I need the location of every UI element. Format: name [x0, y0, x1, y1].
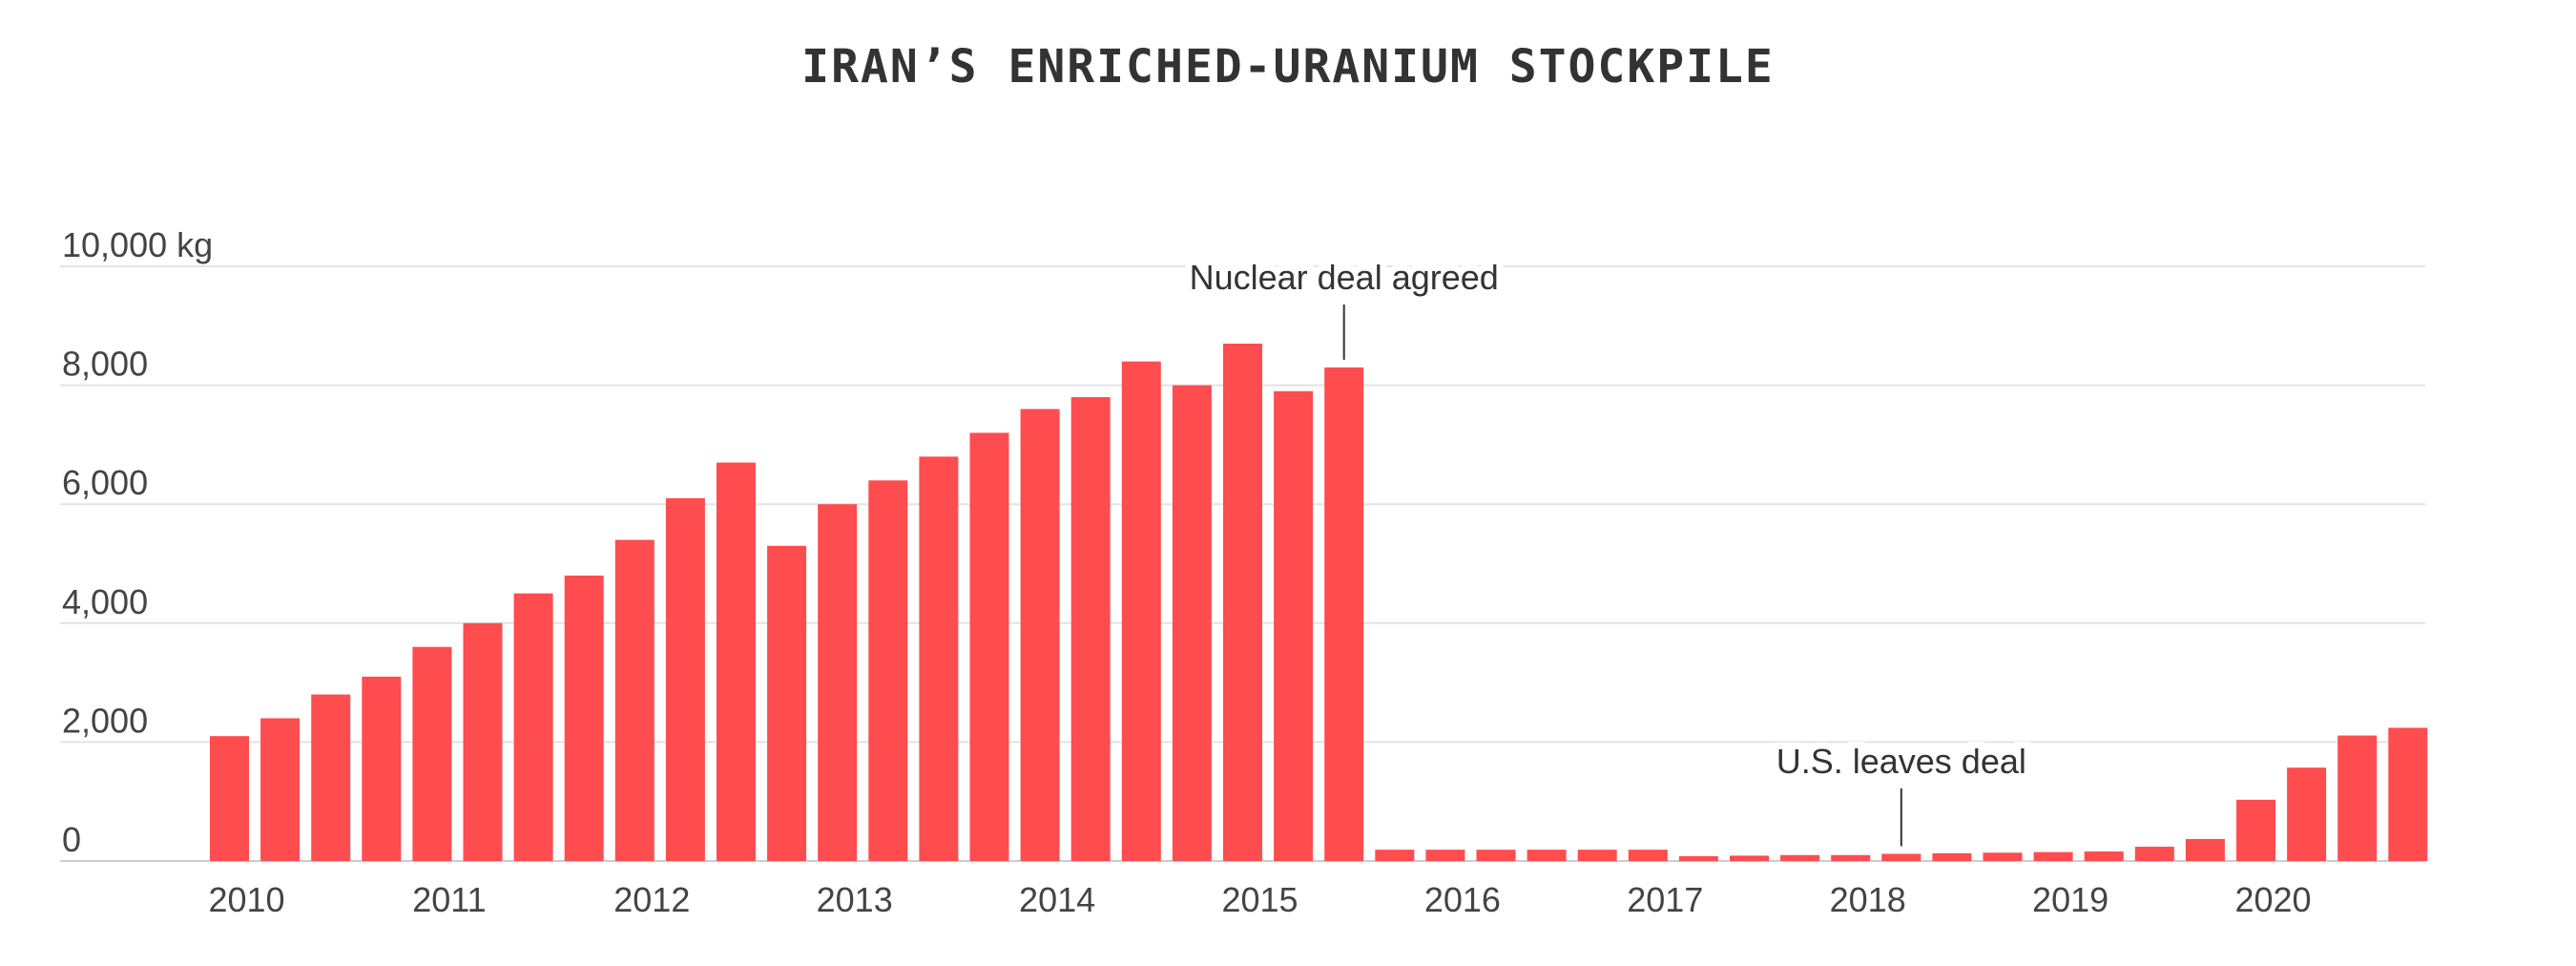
bar [1070, 397, 1111, 861]
bar [818, 504, 858, 861]
bar [665, 497, 705, 861]
y-tick-label: 10,000 kg [62, 225, 213, 264]
annotation-label: Nuclear deal agreed [1190, 258, 1499, 297]
bar [513, 593, 553, 861]
bar [868, 480, 908, 861]
bar [1425, 850, 1465, 861]
bar [1476, 850, 1516, 861]
chart-title: IRAN’S ENRICHED-URANIUM STOCKPILE [801, 40, 1775, 94]
x-tick-label: 2015 [1221, 880, 1298, 919]
x-tick-label: 2019 [2032, 880, 2109, 919]
bar [362, 676, 402, 861]
x-tick-label: 2020 [2234, 880, 2311, 919]
bar [1274, 390, 1314, 861]
bar [717, 462, 756, 861]
bar [919, 456, 959, 861]
y-tick-label: 2,000 [62, 701, 148, 740]
bar [1020, 409, 1060, 861]
bar [1324, 367, 1364, 861]
y-tick-label: 0 [62, 820, 81, 859]
bar [1983, 852, 2023, 861]
bar [2388, 727, 2428, 861]
x-tick-label: 2012 [613, 880, 690, 919]
bar [1881, 853, 1922, 861]
bar [2134, 847, 2174, 861]
bar [412, 646, 452, 861]
x-tick-label: 2011 [412, 880, 486, 919]
bar [1375, 850, 1415, 861]
bar [1223, 343, 1262, 861]
bar [1932, 852, 1972, 861]
x-tick-label: 2017 [1627, 880, 1703, 919]
bar [2337, 735, 2378, 861]
bar [2033, 851, 2073, 861]
bar [1628, 850, 1668, 861]
bar [1172, 385, 1212, 861]
bar [614, 539, 654, 861]
bar [1831, 854, 1871, 861]
bar [1780, 854, 1820, 861]
y-tick-label: 6,000 [62, 463, 148, 502]
bar [2185, 838, 2225, 861]
bar [2084, 851, 2124, 861]
bar [2236, 799, 2275, 861]
bar [2287, 767, 2327, 861]
bar [210, 736, 249, 861]
bar [311, 694, 351, 861]
bar [1577, 850, 1617, 861]
y-tick-label: 4,000 [62, 582, 148, 621]
x-tick-label: 2016 [1424, 880, 1501, 919]
bar [1730, 855, 1769, 861]
bar [1121, 361, 1161, 861]
bar [1527, 850, 1567, 861]
annotation-label: U.S. leaves deal [1776, 742, 2026, 781]
annotations: Nuclear deal agreed U.S. leaves deal [1183, 251, 2033, 847]
x-tick-label: 2010 [208, 880, 284, 919]
bars [210, 343, 2428, 861]
y-tick-label: 8,000 [62, 345, 148, 384]
x-tick-label: 2013 [817, 880, 893, 919]
y-axis-ticks: 0 2,000 4,000 6,000 8,000 10,000 kg [62, 225, 213, 859]
bar [463, 622, 503, 861]
bar [969, 432, 1009, 861]
x-tick-label: 2018 [1830, 880, 1906, 919]
bar [564, 575, 604, 861]
x-axis-ticks: 2010 2011 2012 2013 2014 2015 2016 2017 2018 2019… [208, 880, 2311, 919]
bar [1678, 856, 1718, 861]
x-tick-label: 2014 [1019, 880, 1095, 919]
bar [260, 718, 301, 861]
bar [767, 545, 807, 861]
